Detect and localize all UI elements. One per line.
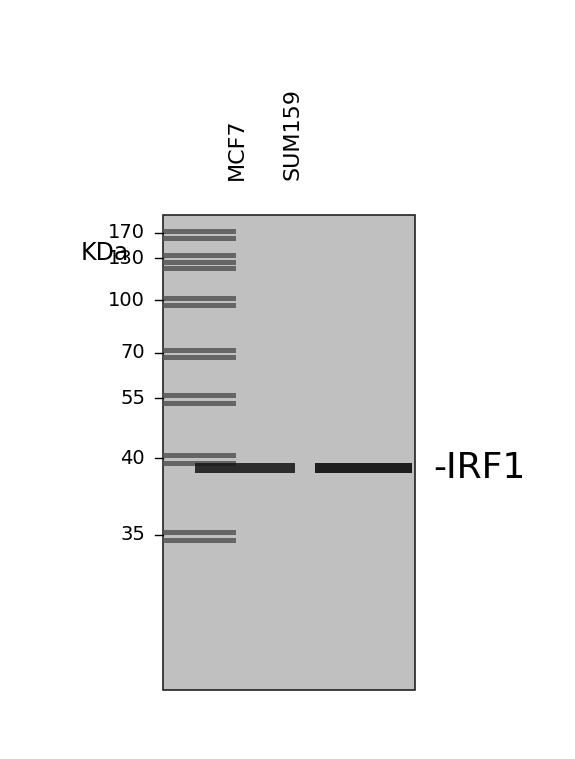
Text: 130: 130 (108, 248, 145, 267)
Text: SUM159: SUM159 (282, 88, 302, 180)
Bar (163, 253, 236, 257)
Text: 55: 55 (120, 389, 145, 408)
Bar (195, 463, 295, 473)
Bar (163, 537, 236, 543)
Text: 35: 35 (120, 525, 145, 544)
Bar (163, 452, 236, 458)
Bar (163, 461, 236, 465)
Text: MCF7: MCF7 (227, 118, 247, 180)
Bar (163, 348, 236, 352)
Bar (163, 295, 236, 301)
Text: -IRF1: -IRF1 (433, 451, 526, 485)
Bar (163, 266, 236, 270)
Bar (163, 303, 236, 307)
Bar (315, 463, 412, 473)
Bar (163, 354, 236, 360)
Text: 170: 170 (108, 223, 145, 242)
Bar (163, 215, 415, 690)
Bar (163, 530, 236, 534)
Bar (163, 392, 236, 398)
Text: 70: 70 (120, 344, 145, 363)
Bar (163, 235, 236, 241)
Bar (163, 401, 236, 405)
Bar (163, 260, 236, 264)
Bar (163, 228, 236, 234)
Text: 40: 40 (120, 449, 145, 468)
Text: 100: 100 (108, 291, 145, 310)
Text: KDa: KDa (81, 241, 129, 265)
